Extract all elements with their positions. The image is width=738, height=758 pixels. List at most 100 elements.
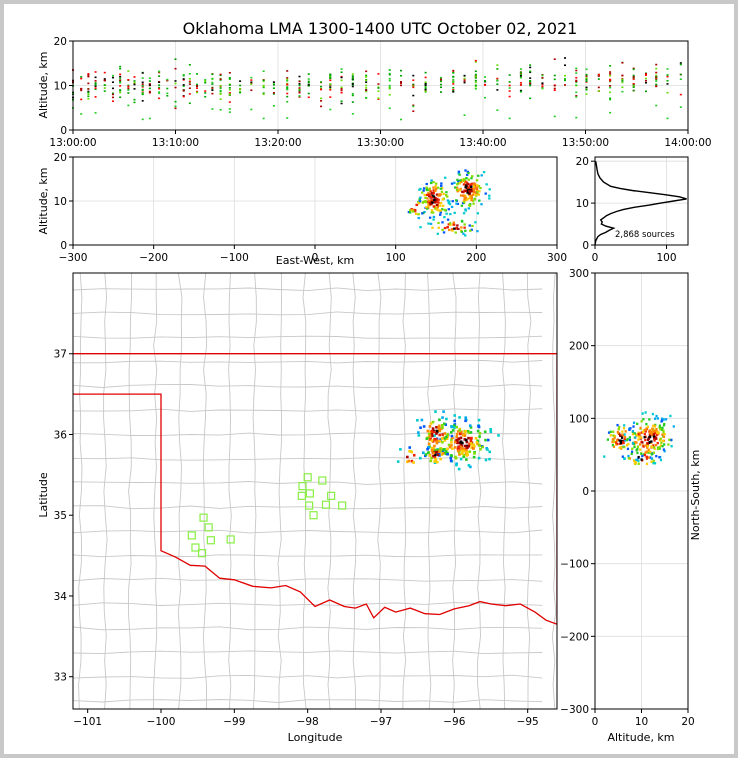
plan-view-source — [478, 435, 481, 438]
time-height-source — [621, 74, 624, 77]
time-height-source — [286, 83, 289, 86]
time-height-source — [119, 79, 122, 82]
ew-altitude-source — [471, 224, 474, 228]
ns-altitude-source — [634, 441, 637, 444]
time-height-source — [204, 80, 207, 83]
ns-altitude-source — [648, 418, 651, 421]
time-height-source — [412, 84, 415, 87]
ns-altitude-source — [654, 435, 657, 438]
ew-altitude-source — [437, 221, 440, 225]
ns-altitude-source — [650, 457, 654, 460]
county-line — [277, 273, 283, 709]
time-height-source — [564, 84, 566, 86]
time-height-source — [529, 70, 532, 73]
time-height-source — [219, 84, 222, 87]
plan-view-source — [436, 448, 439, 452]
ew-altitude-source — [417, 202, 421, 205]
ns-altitude-source — [653, 425, 656, 428]
ns-altitude-source — [651, 430, 654, 434]
ns-altitude-source — [648, 433, 651, 436]
county-line — [73, 384, 543, 389]
ns-altitude-source — [644, 451, 647, 454]
time-height-ytick-label: 10 — [54, 81, 67, 93]
ns-altitude-source — [663, 443, 666, 446]
county-line — [252, 273, 257, 709]
ew-altitude-source — [477, 174, 480, 177]
ew-altitude-source — [418, 198, 421, 202]
time-height-source — [94, 80, 97, 82]
ns-altitude-source — [630, 452, 633, 456]
time-height-source — [564, 57, 566, 59]
time-height-source — [119, 73, 122, 76]
plan-view-source — [427, 442, 431, 446]
ns-altitude-source — [627, 454, 630, 458]
time-height-source — [529, 77, 532, 79]
ew-altitude-source — [432, 192, 435, 195]
time-height-source — [474, 84, 477, 87]
plan-view-source — [484, 458, 488, 462]
time-height-source — [329, 77, 332, 79]
time-height-source — [644, 73, 647, 75]
ew-altitude-source — [439, 202, 443, 205]
plan-view-source — [442, 448, 445, 452]
time-height-source — [609, 78, 612, 81]
ew-altitude-source — [429, 222, 433, 225]
ns-altitude-source — [621, 430, 624, 433]
time-height-source — [87, 75, 90, 78]
ew-altitude-source — [484, 192, 487, 195]
time-height-source — [211, 83, 214, 85]
plan-view-source — [463, 432, 467, 435]
time-height-source — [119, 80, 122, 83]
time-height-source — [188, 78, 191, 80]
ew-altitude-source — [461, 190, 464, 193]
plan-view-source — [439, 447, 442, 450]
time-height-source — [320, 97, 323, 100]
time-height-source — [119, 75, 122, 78]
time-height-source — [679, 73, 682, 76]
ns-altitude-source — [637, 459, 640, 462]
plan-view-source — [431, 427, 435, 430]
plan-view-ytick-label: 36 — [54, 429, 68, 441]
time-height-source — [553, 89, 556, 92]
ns-altitude-source — [630, 450, 634, 453]
county-line — [526, 273, 532, 709]
plan-view-source — [432, 454, 435, 458]
ns-altitude-source — [615, 439, 619, 442]
ns-altitude-source — [628, 457, 632, 460]
ns-altitude-source — [649, 430, 653, 434]
time-height-source — [541, 83, 544, 86]
ew-altitude-source — [440, 190, 444, 193]
time-height-source — [351, 75, 354, 77]
plan-view-xtick-label: −96 — [443, 716, 465, 728]
ew-altitude-source — [446, 218, 450, 221]
plan-view-source — [477, 456, 481, 460]
ns-altitude-ytick-label: 200 — [569, 341, 589, 353]
time-height-source — [424, 90, 427, 93]
ew-altitude-source — [425, 206, 428, 209]
time-height-source — [655, 74, 658, 77]
ew-altitude-source — [458, 189, 461, 192]
ew-altitude-source — [480, 203, 483, 206]
ns-altitude-source — [661, 426, 664, 430]
time-height-source — [188, 83, 191, 85]
plan-view-source — [417, 431, 420, 434]
time-height-source — [597, 86, 600, 89]
time-height-source — [166, 94, 169, 97]
ew-altitude-source — [454, 186, 457, 189]
time-height-source — [585, 75, 588, 77]
time-height-source — [196, 90, 199, 93]
ew-altitude-source — [417, 216, 420, 220]
plan-view-source — [440, 437, 444, 440]
plan-view-source — [469, 437, 473, 441]
time-height-source — [133, 101, 136, 104]
plan-view-source — [446, 433, 449, 436]
plan-view-source — [433, 437, 436, 441]
time-height-source — [188, 87, 191, 90]
ew-altitude-source — [465, 173, 469, 176]
ew-altitude-ytick-label: 20 — [54, 152, 67, 164]
ew-altitude-source — [430, 179, 433, 182]
time-height-source — [365, 76, 368, 78]
ns-altitude-source — [629, 427, 632, 430]
ew-altitude-xtick-label: 300 — [547, 252, 567, 264]
plan-view-source — [450, 441, 453, 444]
